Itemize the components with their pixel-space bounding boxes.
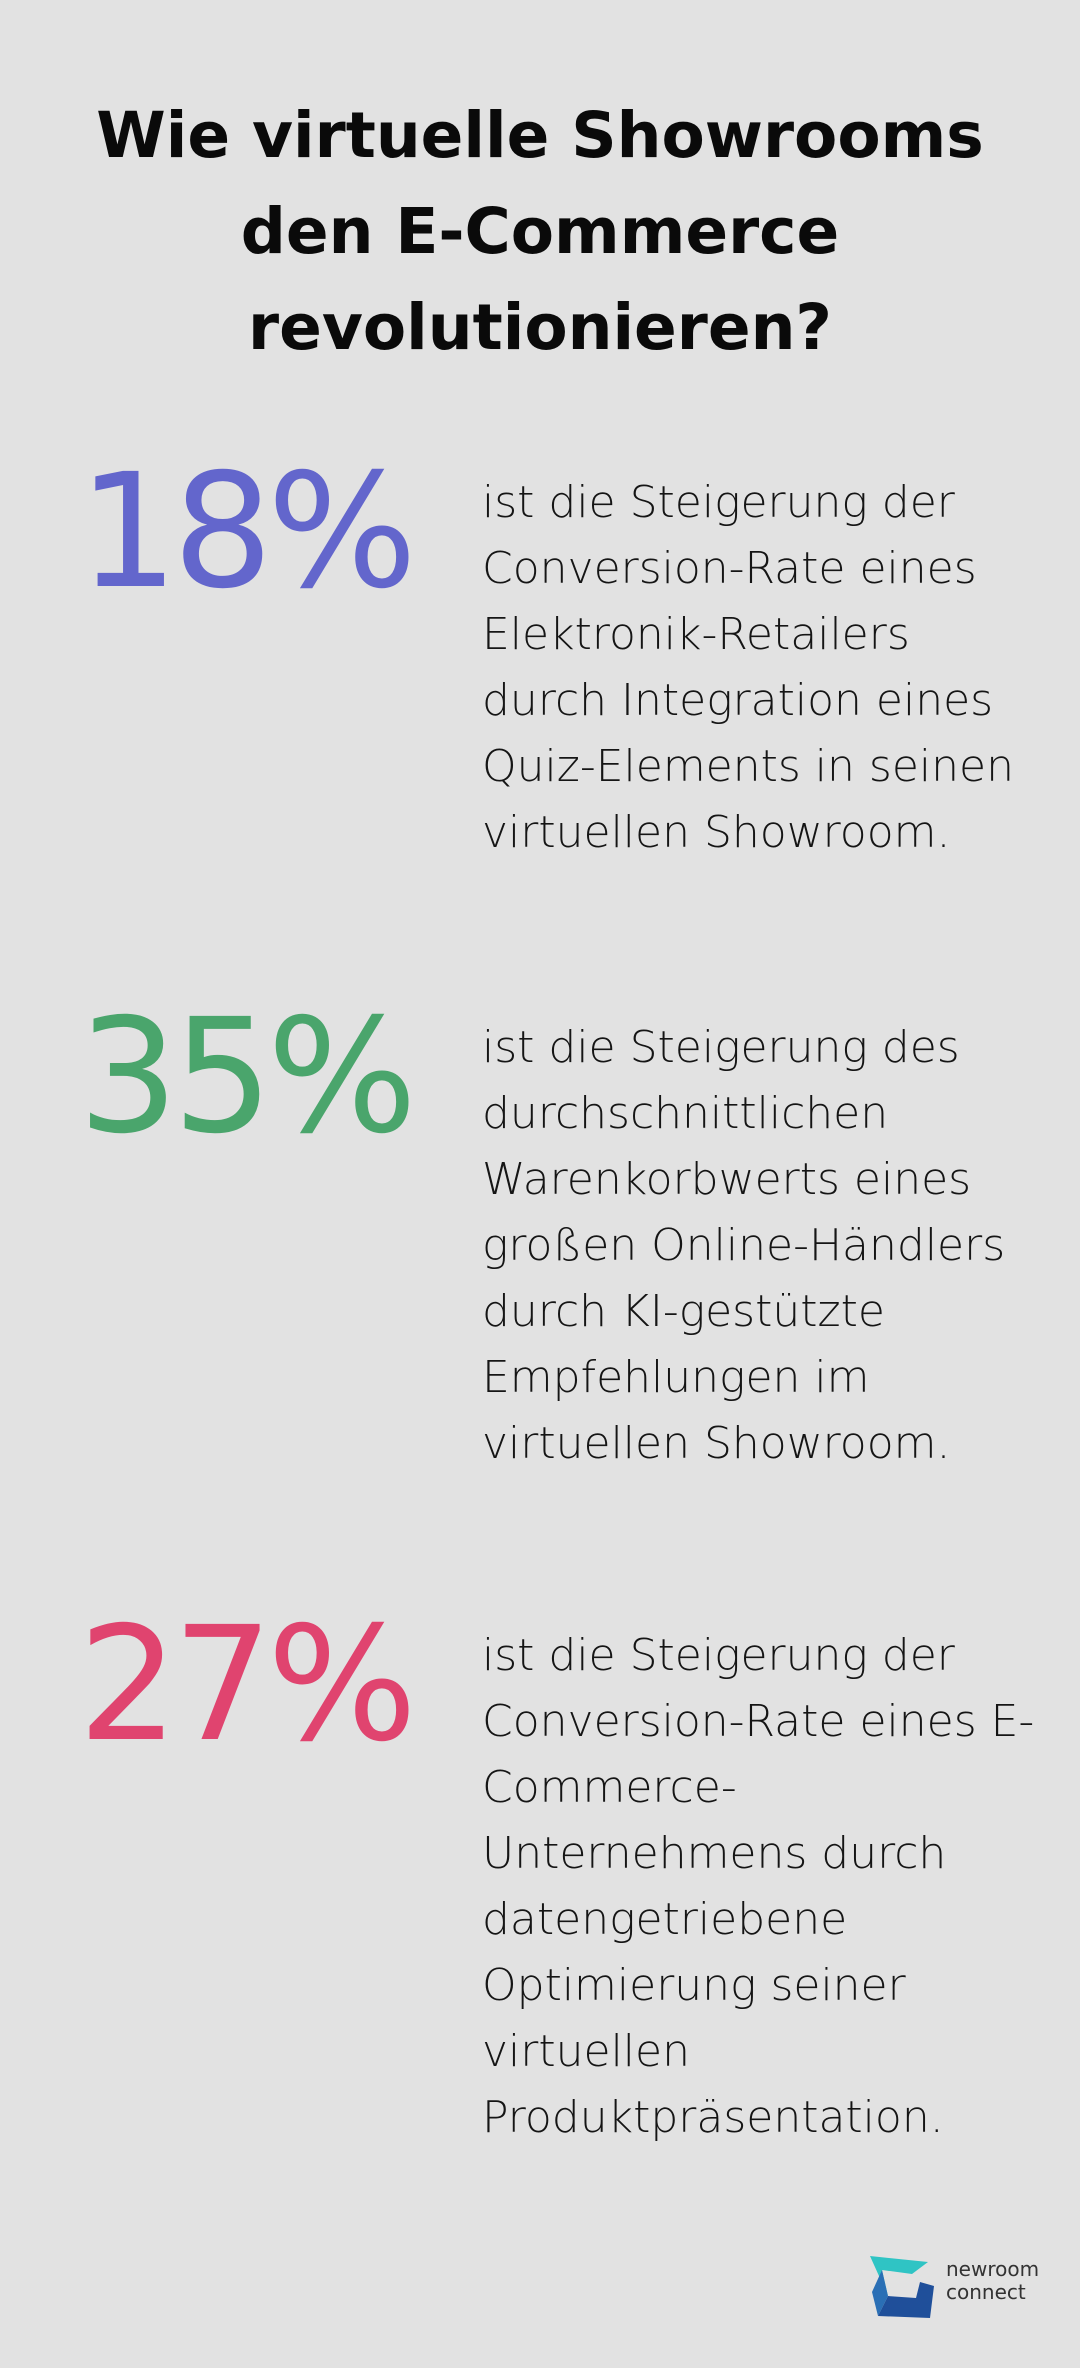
logo-wordmark: newroom connect <box>946 2258 1039 2304</box>
newroom-connect-logo-icon <box>870 2256 934 2318</box>
brand-logo: newroom connect <box>868 2252 1048 2322</box>
logo-line-1: newroom <box>946 2257 1040 2281</box>
stat-value: 27% <box>78 1593 417 1777</box>
page-title: Wie virtuelle Showrooms den E-Commerce r… <box>96 99 984 364</box>
stat-value: 18% <box>78 440 417 624</box>
stat-description: ist die Steigerung der Conversion-Rate e… <box>482 477 1014 858</box>
stat-description: ist die Steigerung der Conversion-Rate e… <box>482 1630 1035 2143</box>
stat-value: 35% <box>78 985 417 1169</box>
stat-description: ist die Steigerung des durchschnittliche… <box>482 1022 1006 1469</box>
logo-line-2: connect <box>946 2280 1026 2304</box>
